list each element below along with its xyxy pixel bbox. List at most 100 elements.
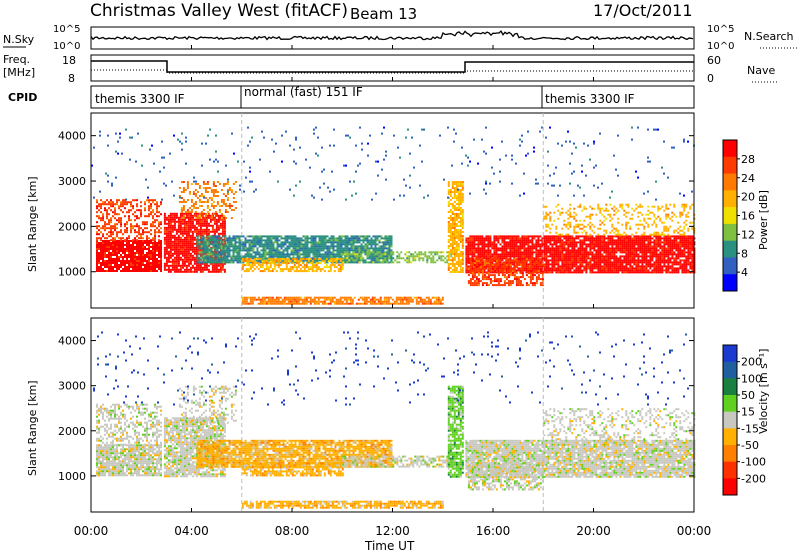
data-cell bbox=[102, 252, 104, 254]
data-cell bbox=[455, 271, 458, 273]
data-cell bbox=[603, 235, 606, 238]
data-cell bbox=[333, 270, 336, 273]
data-cell bbox=[603, 251, 606, 254]
data-cell bbox=[455, 215, 458, 217]
data-cell bbox=[169, 250, 172, 253]
data-cell bbox=[611, 253, 614, 256]
data-cell bbox=[144, 266, 146, 268]
data-cell bbox=[98, 215, 100, 218]
data-cell bbox=[124, 254, 126, 256]
data-cell bbox=[412, 257, 415, 260]
data-cell bbox=[294, 261, 297, 264]
data-cell bbox=[537, 235, 540, 238]
data-cell bbox=[112, 258, 114, 260]
data-cell bbox=[352, 249, 355, 252]
data-cell bbox=[272, 243, 275, 246]
data-cell bbox=[211, 264, 214, 267]
data-cell bbox=[617, 263, 620, 266]
data-cell bbox=[188, 211, 191, 213]
data-cell bbox=[368, 241, 371, 244]
data-cell bbox=[114, 262, 116, 264]
freq-tick-top: 18 bbox=[62, 54, 76, 67]
data-cell bbox=[545, 235, 548, 238]
data-cell bbox=[116, 242, 118, 244]
data-cell bbox=[272, 235, 275, 238]
data-cell bbox=[181, 212, 184, 215]
data-cell bbox=[104, 248, 106, 250]
data-cell bbox=[185, 236, 188, 239]
data-cell bbox=[305, 266, 308, 269]
data-cell bbox=[187, 252, 190, 255]
data-cell bbox=[258, 243, 261, 246]
data-cell bbox=[154, 252, 156, 254]
data-cell bbox=[152, 270, 154, 272]
data-cell bbox=[513, 235, 516, 238]
data-cell bbox=[320, 253, 323, 256]
data-cell bbox=[175, 266, 178, 269]
data-cell bbox=[210, 243, 213, 246]
data-cell bbox=[130, 244, 132, 246]
data-cell bbox=[104, 254, 106, 256]
data-cell bbox=[128, 217, 130, 220]
data-cell bbox=[565, 251, 568, 254]
data-cell bbox=[258, 255, 261, 258]
data-cell bbox=[220, 249, 223, 252]
data-cell bbox=[288, 237, 291, 240]
data-cell bbox=[182, 181, 185, 183]
data-cell bbox=[284, 237, 287, 240]
data-cell bbox=[293, 270, 296, 273]
data-cell bbox=[428, 251, 431, 254]
data-cell bbox=[459, 193, 462, 195]
data-cell bbox=[275, 264, 278, 267]
data-cell bbox=[418, 259, 421, 262]
data-cell bbox=[308, 241, 311, 244]
data-cell bbox=[447, 267, 450, 269]
data-cell bbox=[561, 269, 564, 272]
data-cell bbox=[523, 245, 526, 248]
data-cell bbox=[110, 270, 112, 272]
data-cell bbox=[266, 245, 269, 248]
data-cell bbox=[569, 259, 572, 262]
data-cell bbox=[579, 267, 582, 270]
data-cell bbox=[191, 218, 194, 221]
data-cell bbox=[327, 266, 330, 269]
data-cell bbox=[120, 254, 122, 256]
data-cell bbox=[276, 245, 279, 248]
data-cell bbox=[591, 247, 594, 250]
data-cell bbox=[184, 201, 187, 203]
data-cell bbox=[152, 199, 154, 202]
data-cell bbox=[179, 222, 182, 225]
data-cell bbox=[461, 183, 464, 185]
data-cell bbox=[311, 270, 314, 273]
data-cell bbox=[545, 269, 548, 272]
data-cell bbox=[210, 191, 213, 193]
data-cell bbox=[100, 262, 102, 264]
data-cell bbox=[140, 233, 142, 236]
data-cell bbox=[110, 219, 112, 222]
data-cell bbox=[102, 264, 104, 266]
data-cell bbox=[232, 237, 235, 240]
data-cell bbox=[165, 234, 168, 237]
data-cell bbox=[563, 255, 566, 258]
data-cell bbox=[426, 261, 429, 264]
data-cell bbox=[262, 239, 265, 242]
data-cell bbox=[138, 237, 140, 240]
data-cell bbox=[138, 252, 140, 254]
data-cell bbox=[291, 266, 294, 269]
data-cell bbox=[593, 239, 596, 242]
data-cell bbox=[148, 237, 150, 240]
data-cell bbox=[467, 265, 470, 268]
data-cell bbox=[290, 245, 293, 248]
data-cell bbox=[177, 230, 180, 233]
data-cell bbox=[549, 263, 552, 266]
data-cell bbox=[177, 258, 180, 261]
data-cell bbox=[199, 232, 202, 235]
data-cell bbox=[605, 253, 608, 256]
data-cell bbox=[185, 252, 188, 255]
data-cell bbox=[182, 205, 185, 207]
data-cell bbox=[300, 249, 303, 252]
data-cell bbox=[336, 245, 339, 248]
data-cell bbox=[150, 203, 152, 206]
data-cell bbox=[263, 260, 266, 263]
data-cell bbox=[298, 253, 301, 256]
